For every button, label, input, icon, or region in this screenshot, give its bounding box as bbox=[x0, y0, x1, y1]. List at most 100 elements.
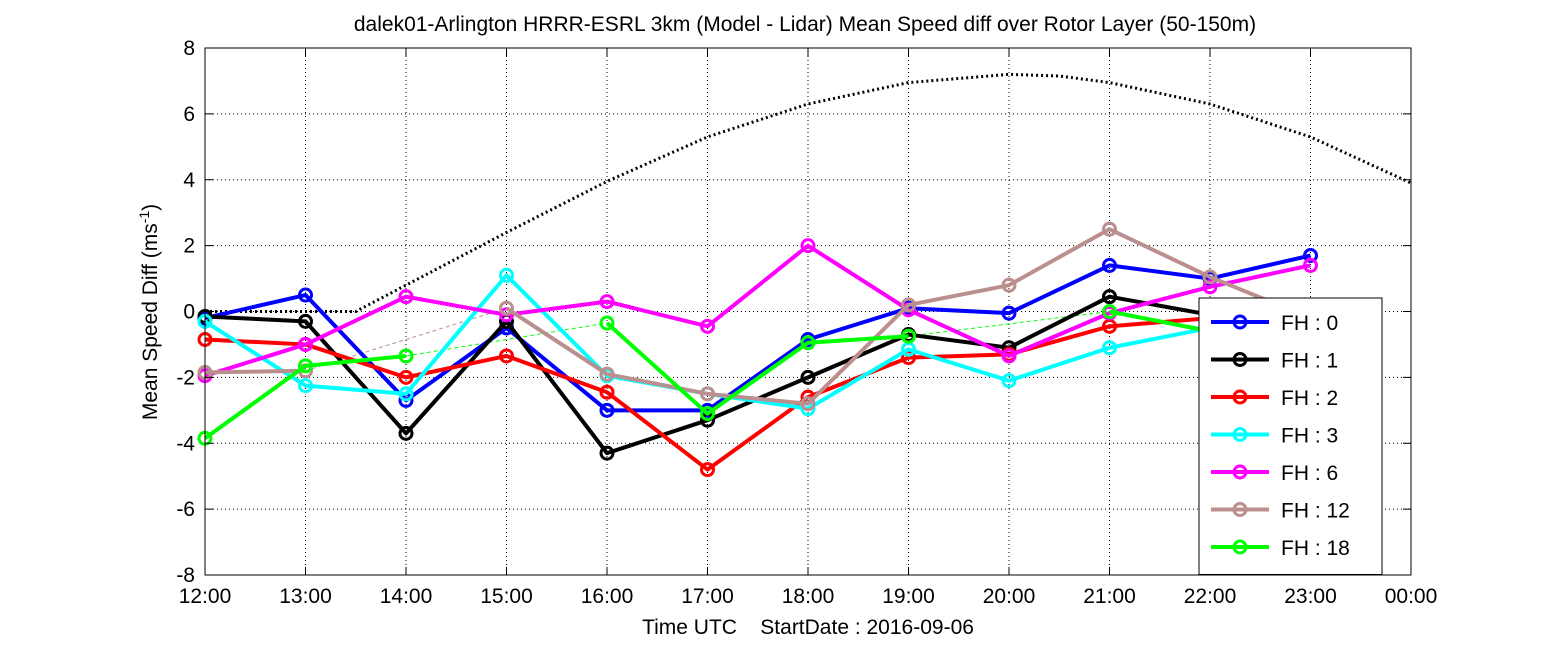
series-marker bbox=[599, 445, 615, 461]
series-marker bbox=[298, 313, 313, 329]
x-axis-label: Time UTC StartDate : 2016-09-06 bbox=[642, 616, 974, 639]
y-tick-label: 4 bbox=[183, 169, 195, 192]
series-line bbox=[204, 316, 1211, 472]
y-axis-label-main: Mean Speed Diff (ms bbox=[139, 223, 162, 420]
series-marker bbox=[800, 335, 816, 351]
series-line bbox=[1109, 309, 1211, 334]
x-tick-label: 18:00 bbox=[782, 585, 835, 608]
y-tick-labels: -8 -6 -4 -2 0 2 4 6 8 bbox=[176, 37, 195, 587]
x-tick-label: 21:00 bbox=[1083, 585, 1136, 608]
y-tick-label: 0 bbox=[183, 301, 195, 324]
legend-swatch-marker bbox=[1232, 539, 1248, 555]
x-tick-label: 13:00 bbox=[279, 585, 332, 608]
series-marker bbox=[1102, 289, 1117, 305]
series-marker bbox=[800, 369, 816, 385]
series-marker bbox=[499, 267, 514, 283]
legend-entry-label: FH : 3 bbox=[1281, 425, 1338, 448]
series-marker bbox=[1102, 257, 1117, 273]
x-tick-label: 17:00 bbox=[681, 585, 734, 608]
series-line bbox=[605, 321, 909, 416]
legend-swatch-marker bbox=[1232, 464, 1248, 480]
x-tick-labels: 12:00 13:00 14:00 15:00 16:00 17:00 18:00 19:00… bbox=[179, 585, 1438, 608]
series-marker bbox=[1001, 277, 1017, 293]
x-tick-label: 15:00 bbox=[480, 585, 533, 608]
legend: FH : 0 FH : 1 FH : 2 FH : 3 FH : 6 FH : 12 FH … bbox=[1198, 297, 1383, 575]
series-marker bbox=[1102, 340, 1117, 356]
series-marker bbox=[398, 369, 414, 385]
series-marker bbox=[800, 238, 816, 254]
y-tick-label: 6 bbox=[183, 103, 195, 126]
y-tick-label: -6 bbox=[176, 498, 195, 521]
series-line bbox=[204, 253, 1311, 413]
series-marker bbox=[1102, 221, 1117, 237]
thin-connector bbox=[405, 322, 608, 357]
series-marker bbox=[1202, 279, 1218, 295]
legend-entry-label: FH : 1 bbox=[1281, 350, 1338, 373]
x-tick-label: 19:00 bbox=[882, 585, 935, 608]
series-marker bbox=[700, 318, 715, 334]
series-line bbox=[204, 368, 306, 375]
series-marker bbox=[298, 358, 313, 374]
series-marker bbox=[398, 425, 414, 441]
x-tick-label: 12:00 bbox=[179, 585, 232, 608]
series-marker bbox=[700, 386, 715, 402]
legend-swatch-marker bbox=[1232, 352, 1248, 367]
series-line bbox=[505, 227, 1312, 406]
series-marker bbox=[599, 384, 615, 400]
series-line bbox=[204, 243, 1311, 378]
series-marker bbox=[1001, 373, 1017, 389]
series-marker bbox=[1303, 257, 1318, 273]
series-marker bbox=[599, 366, 615, 382]
series-marker bbox=[700, 406, 715, 422]
y-tick-label: -4 bbox=[176, 432, 195, 455]
series-marker bbox=[700, 462, 715, 478]
series-marker bbox=[1102, 304, 1117, 319]
legend-swatch-marker bbox=[1232, 502, 1248, 517]
series-fh-12 bbox=[197, 221, 1318, 412]
series-marker bbox=[1202, 269, 1218, 285]
series-line bbox=[203, 273, 1311, 411]
x-tick-label: 23:00 bbox=[1284, 585, 1337, 608]
x-tick-label: 22:00 bbox=[1184, 585, 1237, 608]
x-axis-label-date: StartDate : 2016-09-06 bbox=[760, 616, 974, 639]
x-tick-label: 00:00 bbox=[1385, 585, 1438, 608]
series-marker bbox=[499, 300, 514, 316]
series-line bbox=[203, 353, 407, 440]
series-marker bbox=[901, 328, 916, 344]
series-marker bbox=[800, 396, 816, 412]
x-tick-label: 20:00 bbox=[983, 585, 1036, 608]
legend-swatch-marker bbox=[1232, 314, 1248, 330]
legend-entry-label: FH : 12 bbox=[1281, 500, 1350, 523]
y-tick-label: 2 bbox=[183, 235, 195, 258]
series-marker bbox=[499, 348, 514, 364]
chart-title: dalek01-Arlington HRRR-ESRL 3km (Model -… bbox=[354, 13, 1256, 36]
x-tick-label: 16:00 bbox=[581, 585, 634, 608]
legend-swatch-marker bbox=[1232, 389, 1248, 405]
series-marker bbox=[901, 297, 916, 313]
legend-entry-label: FH : 0 bbox=[1281, 312, 1338, 335]
series-marker bbox=[298, 336, 313, 352]
y-axis-label: Mean Speed Diff (ms-1) bbox=[136, 204, 162, 420]
legend-entry-label: FH : 6 bbox=[1281, 462, 1338, 485]
legend-entry-label: FH : 18 bbox=[1281, 537, 1350, 560]
x-axis-label-main: Time UTC bbox=[642, 616, 737, 639]
y-axis-label-close: ) bbox=[139, 204, 162, 211]
series-marker bbox=[1001, 348, 1017, 364]
y-tick-label: -2 bbox=[176, 366, 195, 389]
legend-entry-label: FH : 2 bbox=[1281, 387, 1338, 410]
series-marker bbox=[599, 315, 615, 331]
y-tick-label: 8 bbox=[183, 37, 195, 60]
series-marker bbox=[398, 289, 414, 305]
series-marker bbox=[1001, 305, 1017, 321]
series-marker bbox=[599, 294, 615, 310]
y-tick-label: -8 bbox=[176, 564, 195, 587]
x-tick-label: 14:00 bbox=[380, 585, 433, 608]
series-marker bbox=[599, 402, 615, 418]
series-marker bbox=[298, 378, 313, 394]
series-marker bbox=[398, 348, 414, 364]
y-axis-label-sup: -1 bbox=[136, 211, 152, 224]
series-marker bbox=[1303, 248, 1318, 264]
series-marker bbox=[298, 287, 313, 303]
legend-swatch-marker bbox=[1232, 427, 1248, 442]
